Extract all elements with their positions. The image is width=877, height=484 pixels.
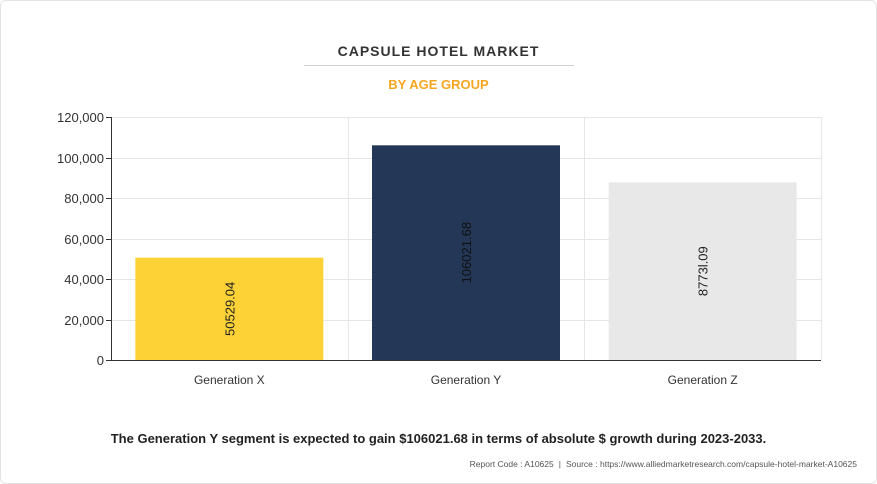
bar-data-label: 106021.68: [459, 222, 474, 283]
bar: [608, 182, 797, 360]
y-tick-label: 80,000: [64, 191, 104, 206]
x-tick-label: Generation Y: [431, 373, 502, 387]
y-tick-label: 120,000: [57, 110, 104, 125]
chart-subtitle: BY AGE GROUP: [388, 77, 489, 92]
bar-data-label: 50529.04: [222, 282, 237, 336]
report-code: Report Code : A10625: [469, 459, 554, 469]
source-url[interactable]: Source : https://www.alliedmarketresearc…: [565, 459, 857, 469]
chart-footnote: The Generation Y segment is expected to …: [110, 431, 767, 446]
y-tick-label: 0: [97, 353, 104, 368]
bar-data-label: 8773l.09: [696, 246, 711, 296]
y-tick-label: 40,000: [64, 272, 104, 287]
bar: [135, 257, 324, 360]
y-tick-label: 100,000: [57, 151, 104, 166]
y-tick-label: 20,000: [64, 313, 104, 328]
source-line: Report Code : A10625 | Source : https://ww…: [470, 459, 857, 469]
separator: |: [558, 459, 561, 469]
bar: [372, 145, 560, 360]
title-divider: [304, 65, 574, 66]
chart-title: CAPSULE HOTEL MARKET: [337, 43, 540, 59]
y-tick-label: 60,000: [64, 232, 104, 247]
x-tick-label: Generation X: [194, 373, 265, 387]
x-tick-label: Generation Z: [668, 373, 738, 387]
